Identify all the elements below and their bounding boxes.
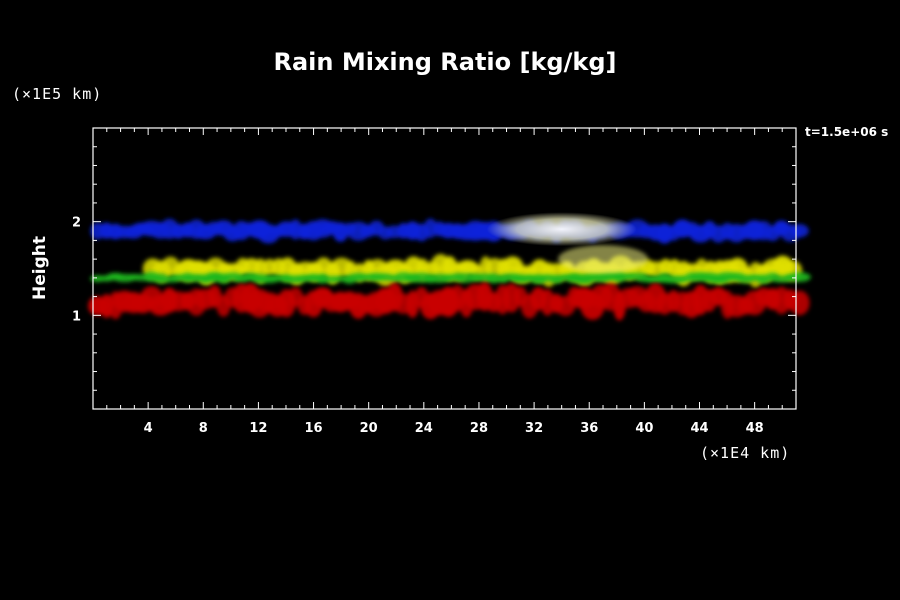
y-axis-unit: (×1E5 km)	[12, 85, 103, 103]
x-tick-label: 28	[470, 421, 488, 436]
bright-core-lower	[558, 245, 649, 274]
x-tick-label: 44	[690, 421, 708, 436]
layer-blob	[423, 218, 438, 239]
x-tick-label: 32	[525, 421, 543, 436]
x-tick-label: 20	[360, 421, 378, 436]
y-tick-label: 2	[72, 216, 81, 231]
x-tick-label: 4	[144, 421, 153, 436]
layer-blob	[790, 224, 809, 238]
x-tick-label: 36	[580, 421, 598, 436]
rain-field	[88, 212, 811, 321]
layer-blob	[789, 290, 810, 316]
x-tick-label: 40	[635, 421, 653, 436]
x-axis-unit: (×1E4 km)	[700, 444, 791, 462]
bright-core	[486, 212, 637, 247]
chart-title: Rain Mixing Ratio [kg/kg]	[273, 48, 617, 76]
x-tick-label: 48	[746, 421, 764, 436]
y-tick-label: 1	[72, 309, 81, 324]
x-tick-label: 24	[415, 421, 433, 436]
x-tick-label: 16	[305, 421, 323, 436]
x-tick-label: 12	[249, 421, 267, 436]
layer-blob	[788, 272, 811, 282]
time-label: t=1.5e+06 s	[805, 125, 889, 139]
plot-frame	[92, 127, 797, 410]
layer-blob	[540, 289, 555, 316]
layer-top	[90, 218, 809, 244]
layer-bottom	[88, 282, 810, 321]
x-tick-label: 8	[199, 421, 208, 436]
layer-lower-middle	[90, 271, 811, 284]
